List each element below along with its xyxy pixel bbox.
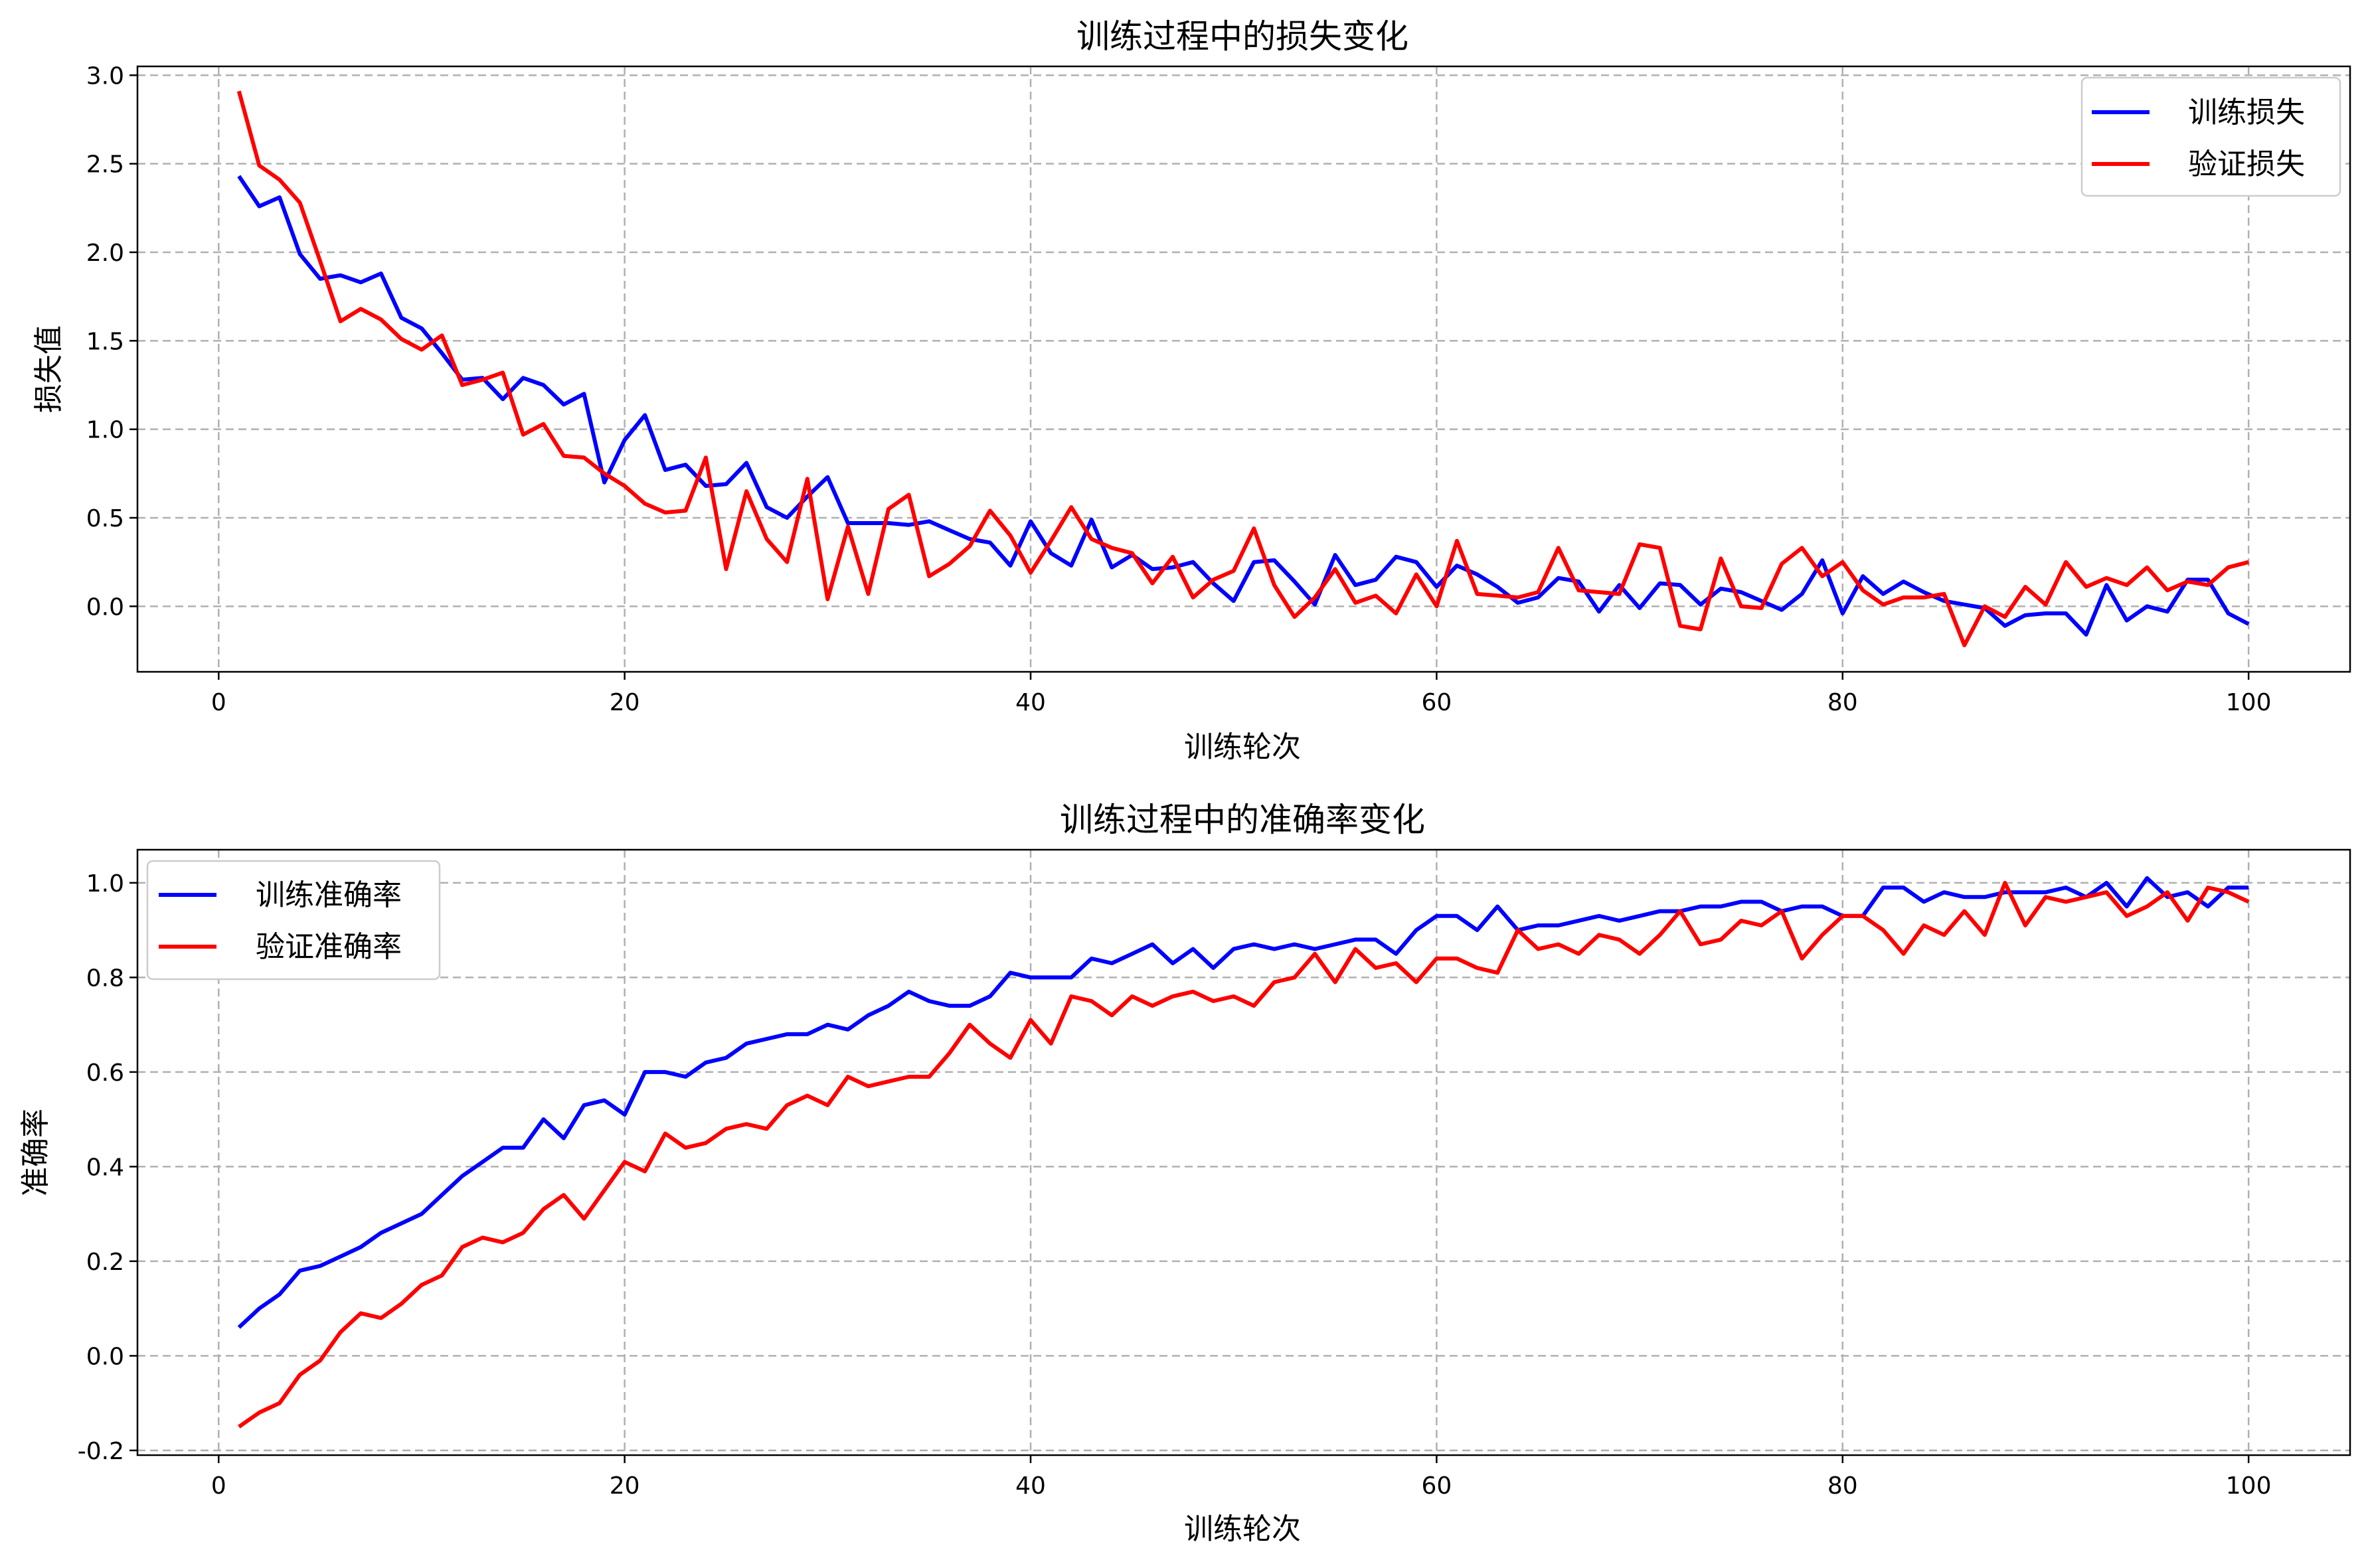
legend: 训练损失 验证损失 xyxy=(2080,76,2341,197)
x-tick-label: 0 xyxy=(211,689,226,716)
x-tick-label: 80 xyxy=(1827,689,1858,716)
series-line-train xyxy=(237,175,2250,637)
series-line-validation xyxy=(236,90,2249,647)
x-tick-label: 40 xyxy=(1015,1472,1046,1500)
y-tick-label: 1.5 xyxy=(86,328,124,355)
axis-ticks: 0 20 40 60 80 100 0.0 0.5 1.0 1.5 2.0 2.5 3.0 xyxy=(86,62,2272,716)
x-axis-label: 训练轮次 xyxy=(1184,730,1301,764)
legend: 训练准确率 验证准确率 xyxy=(146,860,441,980)
chart-title: 训练过程中的损失变化 xyxy=(1076,17,1408,56)
x-tick-label: 80 xyxy=(1827,1472,1858,1500)
x-tick-label: 20 xyxy=(610,689,640,716)
y-tick-label: 3.0 xyxy=(86,62,124,90)
y-tick-label: 0.8 xyxy=(86,965,124,992)
x-tick-label: 0 xyxy=(211,1472,226,1500)
legend-label-val-acc: 验证准确率 xyxy=(256,930,402,964)
legend-label-val-loss: 验证损失 xyxy=(2188,147,2305,181)
y-tick-label: 2.0 xyxy=(86,240,124,267)
y-tick-label: -0.2 xyxy=(78,1438,124,1465)
accuracy-chart: 训练过程中的准确率变化 0 20 40 60 80 100 -0.2 0.0 0.2 0.4 0.6… xyxy=(19,801,2351,1546)
y-tick-label: 0.4 xyxy=(86,1154,124,1181)
legend-label-train-acc: 训练准确率 xyxy=(256,878,402,912)
y-tick-label: 0.0 xyxy=(86,1343,124,1370)
x-tick-label: 20 xyxy=(610,1472,640,1500)
y-axis-label: 损失值 xyxy=(32,325,66,413)
y-tick-label: 0.2 xyxy=(86,1249,124,1276)
chart-title: 训练过程中的准确率变化 xyxy=(1060,801,1425,839)
grid xyxy=(137,850,2350,1455)
legend-box xyxy=(146,860,441,980)
y-tick-label: 1.0 xyxy=(86,417,124,444)
x-axis-label: 训练轮次 xyxy=(1184,1512,1301,1546)
y-tick-label: 0.6 xyxy=(86,1059,124,1087)
plot-frame xyxy=(136,848,2351,1456)
x-tick-label: 100 xyxy=(2226,1472,2272,1500)
x-tick-label: 100 xyxy=(2226,689,2272,716)
series-layer xyxy=(237,876,2250,1429)
legend-box xyxy=(2080,76,2341,197)
x-tick-label: 60 xyxy=(1421,1472,1452,1500)
x-tick-label: 40 xyxy=(1015,689,1046,716)
y-tick-label: 0.5 xyxy=(86,505,124,532)
x-tick-label: 60 xyxy=(1421,689,1452,716)
legend-label-train-loss: 训练损失 xyxy=(2188,96,2305,129)
y-tick-label: 2.5 xyxy=(86,151,124,179)
axis-ticks: 0 20 40 60 80 100 -0.2 0.0 0.2 0.4 0.6 0.8 1.0 xyxy=(78,870,2272,1500)
series-line-validation xyxy=(238,880,2250,1429)
loss-chart: 训练过程中的损失变化 0 20 40 60 80 100 0.0 0.5 1.0 1.5 2.0 2.… xyxy=(32,17,2351,764)
plot-frame xyxy=(136,65,2351,673)
y-tick-label: 1.0 xyxy=(86,870,124,898)
y-tick-label: 0.0 xyxy=(86,593,124,621)
series-layer xyxy=(236,90,2250,647)
series-line-train xyxy=(237,876,2249,1329)
y-axis-label: 准确率 xyxy=(19,1109,52,1196)
